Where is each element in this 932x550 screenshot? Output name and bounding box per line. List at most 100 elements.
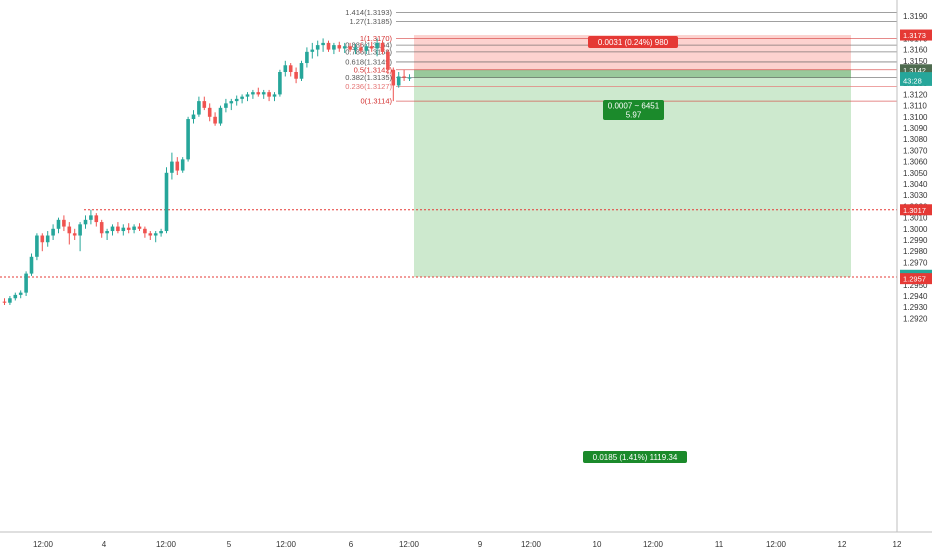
price-badge: 1.3142 [900, 64, 932, 76]
fib-label: 0.382(1.3135) [345, 73, 392, 82]
price-tick-label: 1.3030 [903, 191, 928, 200]
svg-text:1.3142: 1.3142 [903, 66, 926, 75]
stop-loss-label: 0.0031 (0.24%) 980 [588, 36, 678, 48]
price-tick-label: 1.2970 [903, 258, 928, 267]
price-tick-label: 1.3010 [903, 214, 928, 223]
svg-text:1.3017: 1.3017 [903, 206, 926, 215]
price-tick-label: 1.3110 [903, 102, 927, 111]
candle [29, 253, 34, 276]
candle [391, 67, 396, 102]
candle [359, 42, 363, 53]
candle [364, 44, 369, 55]
candle [143, 226, 147, 238]
candle [94, 213, 99, 227]
candle [213, 112, 217, 126]
candle [13, 292, 18, 301]
fib-label: 1.27(1.3185) [349, 17, 392, 26]
candle [126, 223, 131, 234]
candle [191, 110, 196, 124]
fib-label: 0.618(1.3149) [345, 57, 392, 66]
price-tick-label: 1.2930 [903, 303, 928, 312]
price-tick-label: 1.2940 [903, 292, 928, 301]
candle [2, 298, 7, 305]
candle [175, 157, 180, 176]
time-tick-label: 12:00 [521, 540, 542, 549]
candle [326, 40, 331, 52]
candle [310, 42, 315, 59]
candle [337, 41, 342, 52]
candle [321, 38, 325, 52]
price-tick-label: 1.3090 [903, 124, 928, 133]
fib-label: 0.5(1.3142) [354, 65, 393, 74]
candle [105, 228, 109, 240]
price-tick-label: 1.2990 [903, 236, 928, 245]
candle [83, 215, 88, 229]
candle [164, 167, 169, 234]
candle [51, 224, 55, 240]
price-tick-label: 1.3040 [903, 180, 928, 189]
candle [89, 209, 93, 225]
fib-label: 1(1.3170) [360, 34, 393, 43]
candle [256, 87, 261, 97]
candle [159, 228, 163, 237]
candle [116, 222, 120, 234]
candle [369, 41, 374, 52]
time-tick-label: 12:00 [276, 540, 297, 549]
candle [240, 94, 244, 104]
candle [8, 296, 12, 305]
time-tick-label: 12 [893, 540, 902, 549]
candle [67, 222, 72, 245]
price-tick-label: 1.3060 [903, 158, 928, 167]
time-tick-label: 4 [102, 540, 107, 549]
candle [315, 40, 320, 57]
time-tick-label: 11 [715, 540, 724, 549]
candle [353, 44, 358, 55]
price-tick-label: 1.3000 [903, 225, 928, 234]
take-profit-label: 0.0185 (1.41%) 1119.34 [583, 451, 687, 463]
svg-text:5.97: 5.97 [626, 111, 642, 120]
svg-text:1.3173: 1.3173 [903, 31, 926, 40]
candle [99, 219, 104, 238]
candle [121, 224, 126, 236]
candle [396, 72, 401, 88]
candle [407, 74, 412, 81]
time-tick-label: 12:00 [33, 540, 54, 549]
price-tick-label: 1.2980 [903, 247, 928, 256]
candle [170, 152, 174, 180]
candle [78, 222, 82, 252]
candle [299, 60, 304, 81]
candle [234, 95, 239, 106]
fib-label: 0.786(1.3158) [345, 47, 392, 56]
time-tick-label: 6 [349, 540, 354, 549]
candle [267, 89, 271, 102]
candle [62, 215, 66, 232]
time-tick-label: 12:00 [156, 540, 177, 549]
fib-label: 0.886(1.3164) [345, 41, 392, 50]
candle [348, 42, 352, 52]
price-badge: 1.3173 [900, 29, 932, 41]
candle [402, 69, 406, 81]
svg-text:0.0007 ~ 6451: 0.0007 ~ 6451 [608, 102, 660, 111]
price-tick-label: 1.3080 [903, 135, 928, 144]
candle [45, 231, 50, 247]
fib-label: 1.414(1.3193) [345, 8, 392, 17]
candle [294, 67, 298, 84]
price-badge: 43:28 [900, 74, 932, 86]
candle [132, 224, 136, 234]
price-badge: 1.2957 [900, 273, 932, 285]
candle [24, 271, 28, 296]
candle [207, 103, 212, 122]
price-tick-label: 1.2920 [903, 314, 928, 323]
price-tick-label: 1.3050 [903, 169, 928, 178]
candle [380, 40, 385, 55]
time-tick-label: 12 [838, 540, 847, 549]
candle [288, 63, 293, 77]
price-tick-label: 1.3150 [903, 57, 928, 66]
price-tick-label: 1.2950 [903, 281, 928, 290]
candle [35, 233, 39, 261]
time-tick-label: 12:00 [766, 540, 787, 549]
candle [153, 231, 158, 243]
